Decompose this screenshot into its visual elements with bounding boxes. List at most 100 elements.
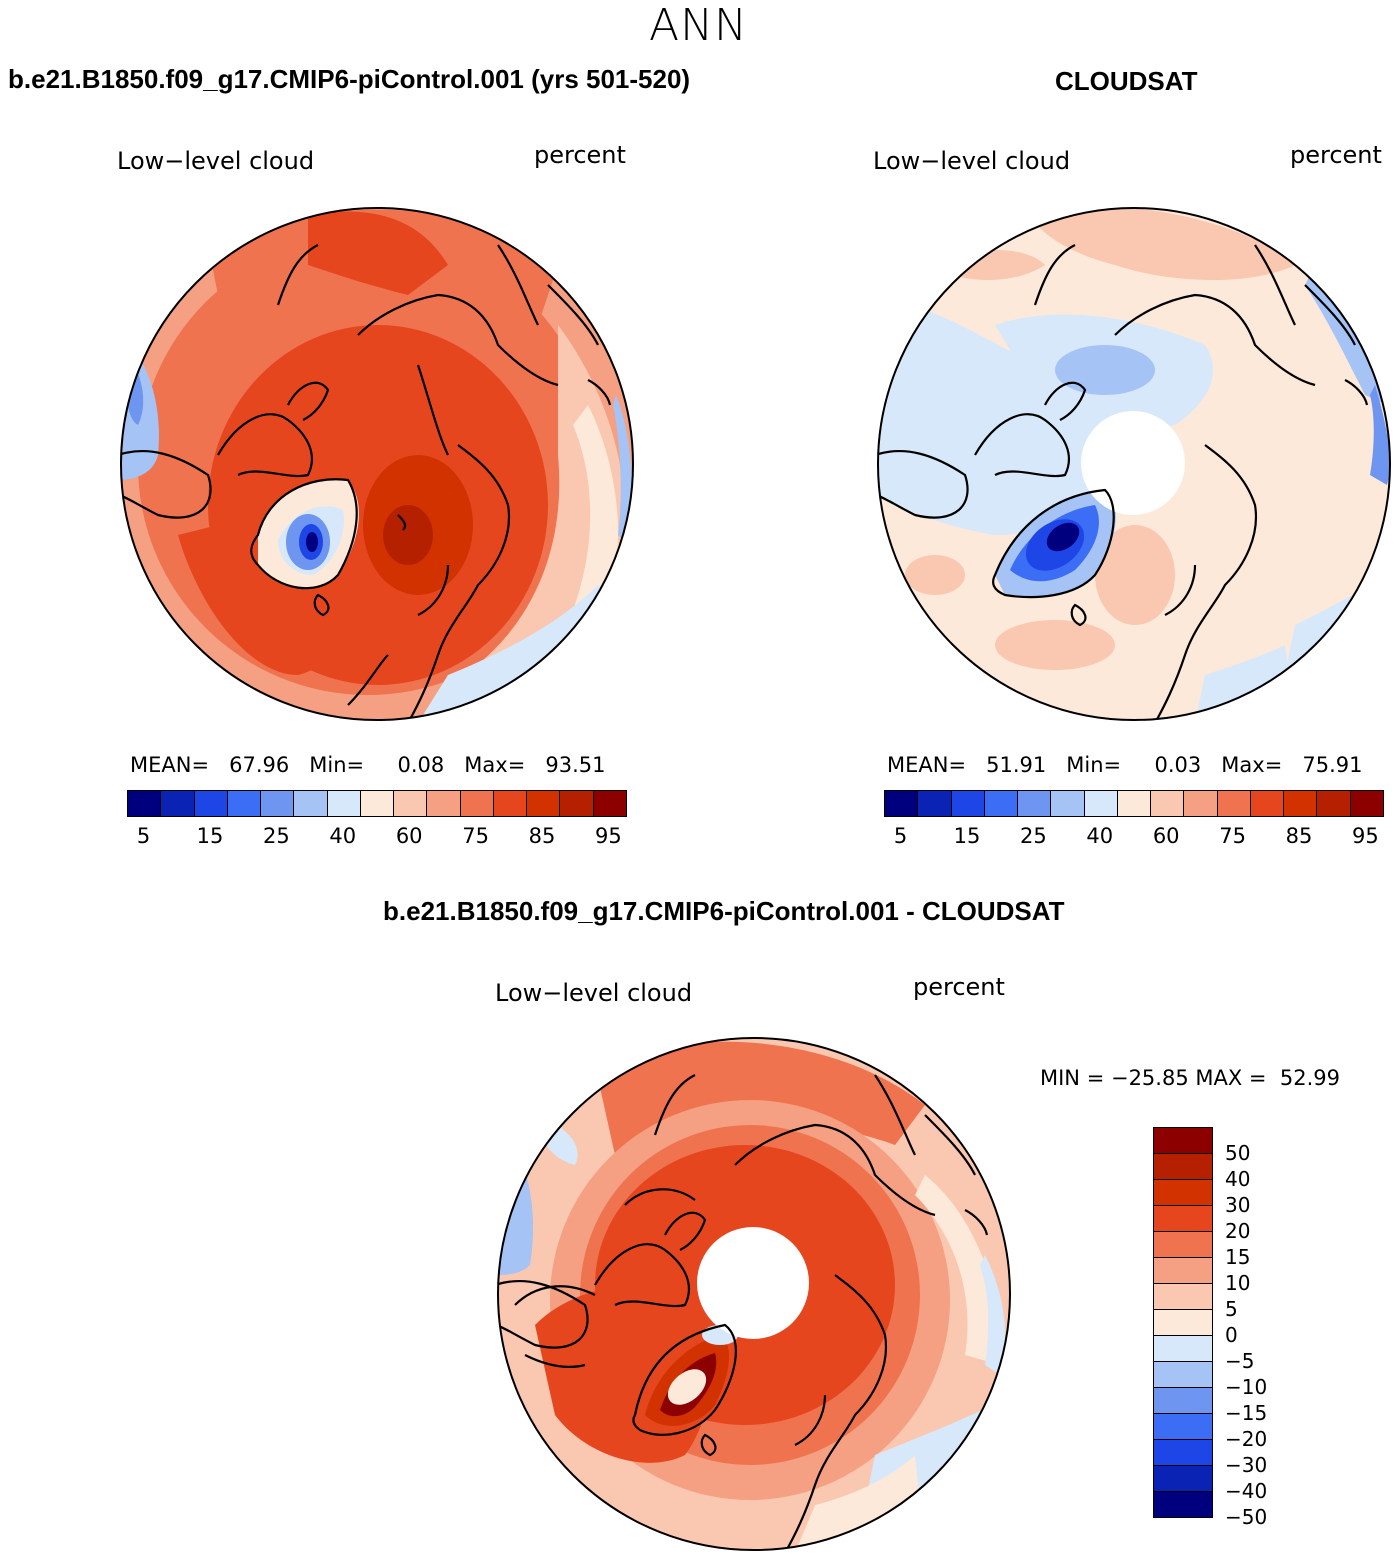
colorbar-swatch <box>1018 791 1052 816</box>
field-contour <box>308 211 448 295</box>
colorbar-swatch <box>885 791 919 816</box>
panel1-units: percent <box>534 141 626 169</box>
panel3-variable: Low−level cloud <box>495 979 693 1007</box>
field-contour <box>613 395 633 545</box>
field-contour <box>1370 385 1390 485</box>
colorbar-swatch <box>261 791 295 816</box>
coastlines <box>121 244 612 720</box>
colorbar-tick-label: −5 <box>1225 1349 1255 1373</box>
colorbar-swatch <box>360 791 395 816</box>
colorbar-swatch <box>1154 1284 1212 1310</box>
colorbar-tick-label: −10 <box>1225 1375 1268 1399</box>
colorbar-swatch <box>1154 1362 1212 1388</box>
field-contour <box>980 1255 1005 1375</box>
panel2-units: percent <box>1290 141 1382 169</box>
min-value: 0.08 <box>397 753 445 777</box>
colorbar-tick-label: 95 <box>595 824 622 848</box>
colorbar-swatch <box>327 791 361 816</box>
panel2-colorbar <box>884 790 1384 817</box>
colorbar-tick-label: −20 <box>1225 1427 1268 1451</box>
coastlines <box>878 244 1369 720</box>
mean-value: 67.96 <box>229 753 290 777</box>
colorbar-swatch <box>1317 791 1351 816</box>
colorbar-tick-label: 95 <box>1352 824 1379 848</box>
colorbar-swatch <box>1151 791 1185 816</box>
figure-title: ANN <box>649 0 748 51</box>
panel3-units: percent <box>913 973 1005 1001</box>
colorbar-swatch <box>951 791 985 816</box>
panel2-title: CLOUDSAT <box>1055 66 1198 96</box>
field-contour <box>1305 265 1387 405</box>
colorbar-swatch <box>294 791 328 816</box>
colorbar-swatch <box>1154 1180 1212 1206</box>
panel2-stats: MEAN= 51.91 Min= 0.03 Max= 75.91 <box>887 753 1362 777</box>
colorbar-tick-label: 75 <box>462 824 489 848</box>
panel1-variable: Low−level cloud <box>117 147 315 175</box>
panel1-colorbar <box>127 790 627 817</box>
colorbar-swatch <box>1154 1336 1212 1362</box>
map-border <box>877 207 1391 721</box>
field-contour <box>1055 345 1155 395</box>
colorbar-tick-label: 15 <box>1225 1245 1251 1269</box>
min-label: Min= <box>309 753 365 777</box>
colorbar-swatch <box>493 791 528 816</box>
colorbar-tick-label: 85 <box>528 824 556 848</box>
colorbar-tick-label: 40 <box>329 824 357 848</box>
colorbar-tick-label: 10 <box>1225 1271 1251 1295</box>
colorbar-swatch <box>1154 1232 1212 1258</box>
colorbar-tick-label: 40 <box>1225 1167 1251 1191</box>
field-contour <box>905 555 965 595</box>
max-value: 93.51 <box>545 753 606 777</box>
min-value: 0.03 <box>1154 753 1202 777</box>
max-value: 75.91 <box>1302 753 1363 777</box>
colorbar-tick-label: −40 <box>1225 1479 1268 1503</box>
panel1-stats: MEAN= 67.96 Min= 0.08 Max= 93.51 <box>130 753 605 777</box>
colorbar-swatch <box>1051 791 1085 816</box>
colorbar-swatch <box>427 791 461 816</box>
colorbar-swatch <box>1350 791 1383 816</box>
colorbar-swatch <box>1154 1258 1212 1284</box>
field-contour <box>915 1175 1001 1365</box>
colorbar-swatch <box>194 791 228 816</box>
mean-label: MEAN= <box>887 753 967 777</box>
colorbar-swatch <box>1184 791 1218 816</box>
colorbar-tick-label: 25 <box>1020 824 1047 848</box>
colorbar-swatch <box>1084 791 1118 816</box>
field-contour <box>995 620 1115 670</box>
colorbar-swatch <box>560 791 594 816</box>
panel1-polar-map <box>120 207 634 721</box>
colorbar-tick-label: 40 <box>1086 824 1114 848</box>
colorbar-swatch <box>394 791 428 816</box>
colorbar-swatch <box>128 791 162 816</box>
colorbar-tick-label: 75 <box>1219 824 1246 848</box>
field-contour <box>178 525 351 675</box>
pole-hole <box>1081 411 1185 515</box>
colorbar-tick-label: 5 <box>893 824 908 848</box>
greenland-field <box>667 1369 707 1405</box>
colorbar-tick-label: 5 <box>136 824 151 848</box>
panel3-colorbar <box>1153 1127 1213 1518</box>
panel3-title: b.e21.B1850.f09_g17.CMIP6-piControl.001 … <box>383 896 1065 926</box>
greenland-field <box>306 532 318 552</box>
field-contour <box>383 505 433 565</box>
colorbar-swatch <box>1154 1310 1212 1336</box>
colorbar-swatch <box>1284 791 1318 816</box>
colorbar-swatch <box>161 791 195 816</box>
colorbar-swatch <box>593 791 626 816</box>
min-label: Min= <box>1066 753 1122 777</box>
colorbar-tick-label: 60 <box>395 824 423 848</box>
map-border <box>120 207 634 721</box>
colorbar-tick-label: 15 <box>953 824 981 848</box>
colorbar-swatch <box>1154 1128 1212 1154</box>
colorbar-swatch <box>227 791 262 816</box>
colorbar-tick-label: −50 <box>1225 1505 1268 1529</box>
colorbar-swatch <box>1217 791 1251 816</box>
colorbar-swatch <box>1154 1388 1212 1414</box>
panel3-polar-map <box>497 1037 1011 1551</box>
panel1-title: b.e21.B1850.f09_g17.CMIP6-piControl.001 … <box>8 64 691 94</box>
colorbar-swatch <box>1154 1440 1212 1466</box>
max-label: Max= <box>464 753 526 777</box>
greenland-field <box>1046 522 1080 552</box>
colorbar-swatch <box>1154 1206 1212 1232</box>
colorbar-swatch <box>460 791 494 816</box>
